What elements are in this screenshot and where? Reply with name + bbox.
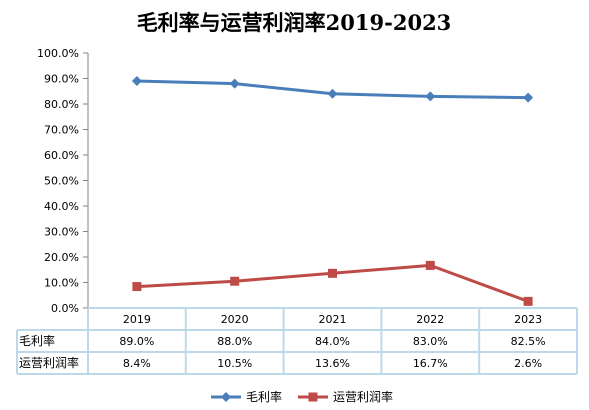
table-cell: 88.0% bbox=[217, 335, 252, 348]
table-cell: 89.0% bbox=[119, 335, 154, 348]
x-tick-label: 2022 bbox=[416, 313, 444, 326]
table-cell: 82.5% bbox=[511, 335, 546, 348]
data-point bbox=[229, 78, 240, 89]
x-tick-label: 2023 bbox=[514, 313, 542, 326]
table-cell: 13.6% bbox=[315, 357, 350, 370]
y-tick-label: 80.0% bbox=[44, 98, 79, 111]
y-tick-label: 10.0% bbox=[44, 277, 79, 290]
table-row-header: 毛利率 bbox=[19, 333, 55, 348]
y-tick-label: 60.0% bbox=[44, 149, 79, 162]
x-tick-label: 2021 bbox=[319, 313, 347, 326]
legend: 毛利率 运营利润率 bbox=[211, 389, 393, 404]
data-point bbox=[523, 296, 533, 306]
x-tick-label: 2020 bbox=[221, 313, 249, 326]
data-point bbox=[328, 268, 337, 278]
legend-label: 毛利率 bbox=[246, 389, 282, 404]
data-point bbox=[425, 91, 436, 102]
data-point bbox=[523, 92, 534, 103]
y-tick-label: 100.0% bbox=[37, 47, 79, 60]
y-tick-label: 50.0% bbox=[44, 175, 79, 188]
data-point bbox=[132, 282, 142, 292]
table-cell: 83.0% bbox=[413, 335, 448, 348]
data-table: 2019 2020 2021 2022 2023 毛利率 89.0% 88.0% 84.0% 83… bbox=[16, 307, 578, 375]
data-point bbox=[230, 276, 240, 286]
table-cell: 84.0% bbox=[315, 335, 350, 348]
data-point bbox=[131, 76, 142, 87]
y-tick-label: 70.0% bbox=[44, 124, 79, 137]
y-tick-label: 40.0% bbox=[44, 200, 79, 213]
y-tick-label: 30.0% bbox=[44, 226, 79, 239]
table-cell: 16.7% bbox=[413, 357, 448, 370]
y-tick-label: 20.0% bbox=[44, 251, 79, 264]
table-cell: 10.5% bbox=[217, 357, 252, 370]
x-tick-label: 2019 bbox=[123, 313, 151, 326]
legend-marker bbox=[308, 392, 318, 402]
y-tick-label: 90.0% bbox=[44, 73, 79, 86]
axis-layer: 100.0% 90.0% 80.0% 70.0% 60.0% 50.0% 40.0% 30.0… bbox=[37, 47, 89, 315]
series-layer bbox=[131, 76, 534, 306]
legend-label: 运营利润率 bbox=[333, 389, 393, 404]
table-row-header: 运营利润率 bbox=[19, 355, 79, 370]
chart-title: 毛利率与运营利润率2019-2023 bbox=[137, 10, 452, 35]
y-tick-label: 0.0% bbox=[51, 302, 79, 315]
data-point bbox=[425, 260, 435, 270]
data-point bbox=[327, 88, 338, 99]
table-cell: 8.4% bbox=[123, 357, 151, 370]
table-cell: 2.6% bbox=[514, 357, 542, 370]
legend-marker bbox=[221, 392, 231, 402]
